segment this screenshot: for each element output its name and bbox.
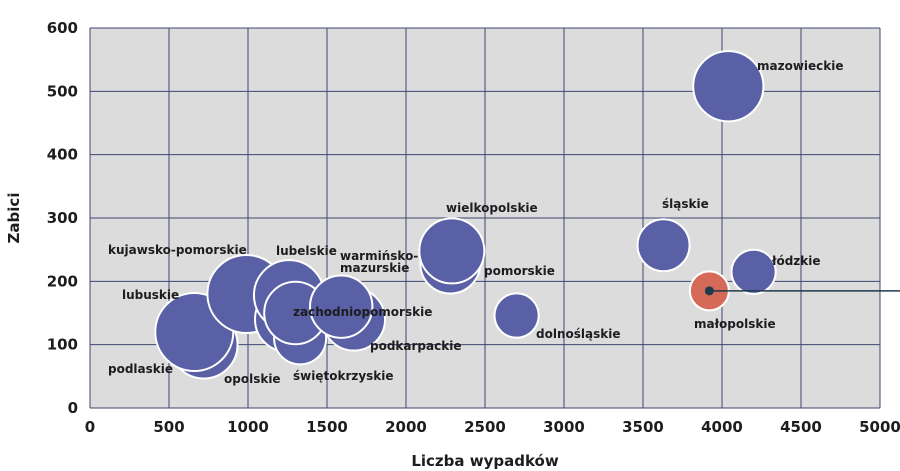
- axis-ticks: 0 500 1000 1500 2000 2500 3000 3500 4000 4500 5000…: [47, 19, 900, 436]
- bubble-label: lubuskie: [122, 288, 179, 302]
- x-axis-title: Liczba wypadków: [411, 452, 559, 470]
- x-tick-label: 1500: [306, 418, 348, 436]
- x-tick-label: 3000: [543, 418, 585, 436]
- pointer-dot: [704, 286, 714, 296]
- bubble-mazowieckie: [692, 50, 765, 123]
- highlight-pointer: [704, 286, 900, 296]
- y-tick-label: 400: [47, 146, 78, 164]
- bubble-łódzkie: [730, 248, 777, 295]
- bubble-label: mazurskie: [340, 261, 409, 275]
- x-tick-label: 0: [85, 418, 95, 436]
- bubble-label: dolnośląskie: [536, 327, 620, 341]
- bubble-label: lubelskie: [276, 244, 337, 258]
- y-tick-label: 0: [68, 399, 78, 417]
- bubble-śląskie: [636, 218, 691, 273]
- x-tick-label: 5000: [859, 418, 900, 436]
- bubble-label: śląskie: [662, 197, 709, 211]
- bubble-label: podlaskie: [108, 362, 173, 376]
- bubble-label: wielkopolskie: [446, 201, 538, 215]
- bubble-label: pomorskie: [484, 264, 555, 278]
- x-tick-label: 4500: [780, 418, 822, 436]
- bubble-label: podkarpackie: [370, 339, 461, 353]
- x-tick-label: 500: [153, 418, 184, 436]
- x-tick-label: 1000: [227, 418, 269, 436]
- y-tick-label: 200: [47, 272, 78, 290]
- bubble-wielkopolskie: [418, 217, 486, 285]
- y-tick-label: 600: [47, 19, 78, 37]
- y-tick-label: 300: [47, 209, 78, 227]
- bubble-label: świętokrzyskie: [293, 369, 394, 383]
- x-tick-label: 3500: [622, 418, 664, 436]
- x-tick-label: 2500: [464, 418, 506, 436]
- bubble-label: kujawsko-pomorskie: [108, 243, 247, 257]
- bubble-labels: podlaskie lubuskie kujawsko-pomorskie opols…: [108, 59, 844, 386]
- bubble-warmińsko-mazurskie: [309, 274, 374, 339]
- x-tick-label: 2000: [385, 418, 427, 436]
- bubble-label: łódzkie: [771, 254, 821, 268]
- bubble-label: opolskie: [224, 372, 281, 386]
- bubble-label: małopolskie: [694, 317, 776, 331]
- y-tick-label: 500: [47, 82, 78, 100]
- bubble-dolnośląskie: [493, 292, 540, 339]
- y-axis-title: Zabici: [5, 193, 23, 244]
- bubble-label: zachodniopomorskie: [293, 305, 432, 319]
- y-tick-label: 100: [47, 336, 78, 354]
- bubble-label: mazowieckie: [757, 59, 844, 73]
- bubble-series: [154, 50, 777, 380]
- x-tick-label: 4000: [701, 418, 743, 436]
- bubble-label: warmińsko-: [340, 249, 418, 263]
